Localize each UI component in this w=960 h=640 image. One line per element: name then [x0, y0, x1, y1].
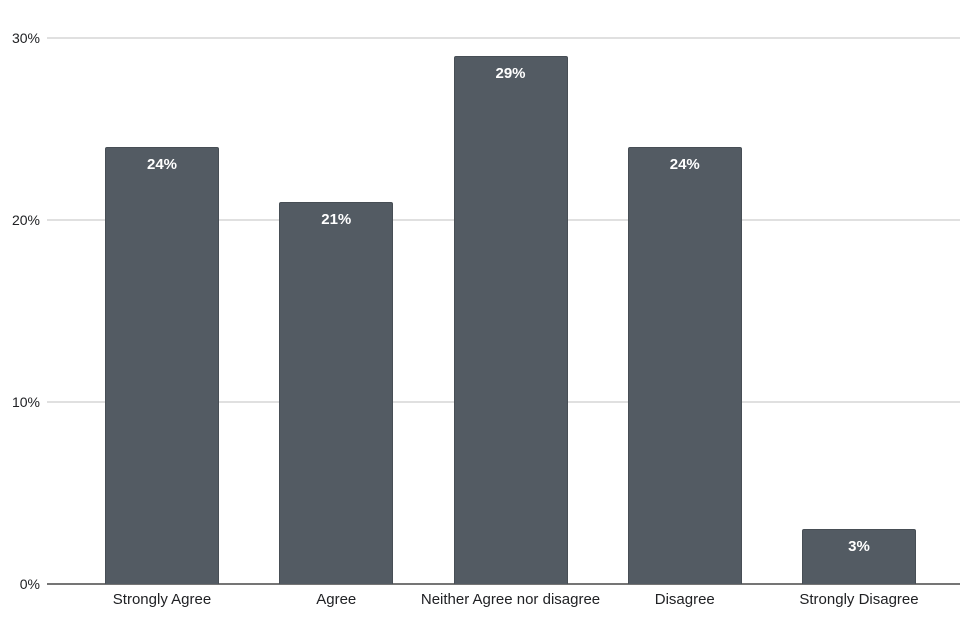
bar-value-label-neither-agree-nor-disagree: 29%: [495, 65, 526, 83]
y-tick-label-0: 0%: [19, 576, 40, 592]
x-category-label-neither-agree-nor-disagree: Neither Agree nor disagree: [420, 591, 601, 608]
x-category-label-strongly-disagree: Strongly Disagree: [799, 591, 919, 608]
x-category-label-disagree: Disagree: [654, 591, 715, 608]
y-tick-label-30: 30%: [11, 30, 40, 46]
x-axis-baseline: [47, 583, 960, 585]
x-category-label-agree: Agree: [316, 591, 357, 608]
bar-value-label-agree: 21%: [321, 210, 352, 228]
bar-strongly-disagree: 3%: [802, 529, 916, 584]
bar-neither-agree-nor-disagree: 29%: [453, 56, 568, 584]
gridline-30: [47, 37, 960, 39]
x-category-label-strongly-agree: Strongly Agree: [112, 591, 212, 608]
bar-value-label-strongly-agree: 24%: [146, 156, 178, 174]
bar-disagree: 24%: [627, 147, 742, 584]
bar-value-label-strongly-disagree: 3%: [848, 538, 870, 556]
y-tick-label-10: 10%: [11, 394, 40, 410]
bar-strongly-agree: 24%: [105, 147, 219, 584]
bar-agree: 21%: [279, 201, 394, 584]
y-tick-label-20: 20%: [11, 212, 40, 228]
bar-value-label-disagree: 24%: [669, 156, 700, 174]
